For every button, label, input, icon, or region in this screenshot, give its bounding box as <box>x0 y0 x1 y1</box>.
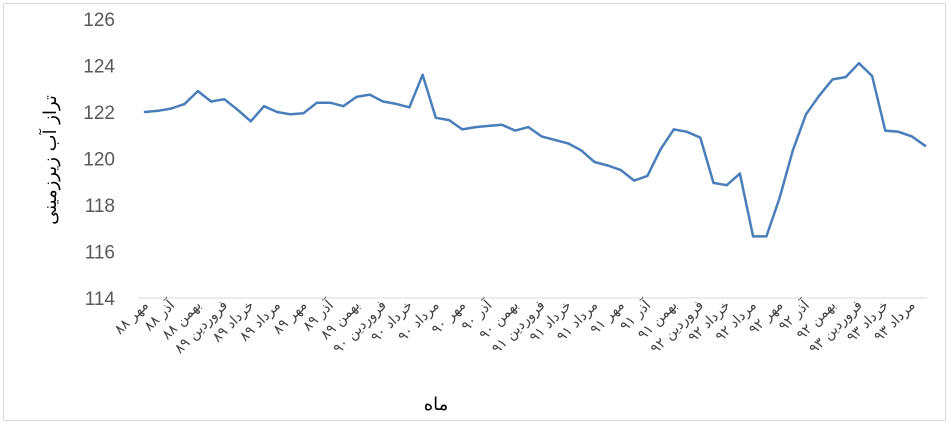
data-point <box>461 128 464 131</box>
data-point <box>408 106 411 109</box>
data-point <box>646 174 649 178</box>
y-tick-labels: 114 116 118 120 122 124 126 <box>83 10 115 310</box>
data-point <box>580 149 583 152</box>
data-point <box>712 181 715 185</box>
data-point <box>804 113 808 116</box>
data-point <box>870 74 874 78</box>
data-point <box>447 118 451 122</box>
data-point <box>910 135 913 138</box>
data-point <box>765 235 768 238</box>
data-point <box>315 101 319 104</box>
data-points <box>143 62 927 238</box>
data-point <box>381 100 385 103</box>
data-point <box>923 144 927 147</box>
y-axis-title: تراز آب زیرزمینی <box>38 95 61 225</box>
data-point <box>844 75 847 79</box>
data-point <box>500 123 504 127</box>
data-point <box>434 116 437 120</box>
x-axis-title: ماه <box>424 394 449 415</box>
data-point <box>368 93 371 96</box>
data-point <box>527 125 530 129</box>
data-point <box>143 110 147 114</box>
data-point <box>262 105 266 108</box>
data-point <box>897 130 900 133</box>
data-point <box>593 160 596 164</box>
data-point <box>196 89 200 93</box>
data-point <box>699 136 702 139</box>
y-tick-label: 114 <box>85 289 116 310</box>
data-point <box>831 78 834 81</box>
data-point <box>725 184 728 187</box>
data-point <box>474 125 477 129</box>
y-tick-label: 118 <box>85 196 115 217</box>
data-point <box>884 129 887 132</box>
data-point <box>672 128 675 131</box>
data-point <box>818 94 821 97</box>
data-point <box>857 62 861 65</box>
data-point <box>223 98 226 101</box>
data-point <box>209 100 213 103</box>
data-point <box>738 172 742 175</box>
data-point <box>236 108 239 111</box>
y-tick-label: 116 <box>85 243 115 264</box>
data-point <box>566 142 570 145</box>
data-point <box>659 148 662 151</box>
data-point <box>249 120 252 123</box>
y-tick-label: 126 <box>83 10 115 31</box>
y-tick-label: 124 <box>83 57 115 78</box>
data-point <box>619 168 623 172</box>
data-point <box>170 107 173 110</box>
series-line <box>143 61 927 238</box>
data-point <box>487 124 490 128</box>
data-point <box>751 235 755 238</box>
data-point <box>633 179 636 182</box>
chart-frame <box>3 3 946 421</box>
y-tick-label: 122 <box>83 103 115 124</box>
data-point <box>183 102 186 106</box>
data-point <box>540 135 543 138</box>
data-point <box>276 110 279 114</box>
data-point <box>328 101 332 104</box>
data-point <box>685 130 689 133</box>
data-point <box>289 113 292 116</box>
data-point <box>157 109 160 113</box>
data-point <box>302 112 305 115</box>
data-point <box>355 95 358 99</box>
data-point <box>791 149 794 152</box>
data-point <box>421 73 424 77</box>
data-point <box>553 138 556 142</box>
data-point <box>395 102 398 106</box>
data-point <box>514 129 517 132</box>
data-point <box>778 196 781 200</box>
data-point <box>342 105 345 108</box>
y-tick-label: 120 <box>83 150 115 171</box>
data-point <box>606 164 609 167</box>
